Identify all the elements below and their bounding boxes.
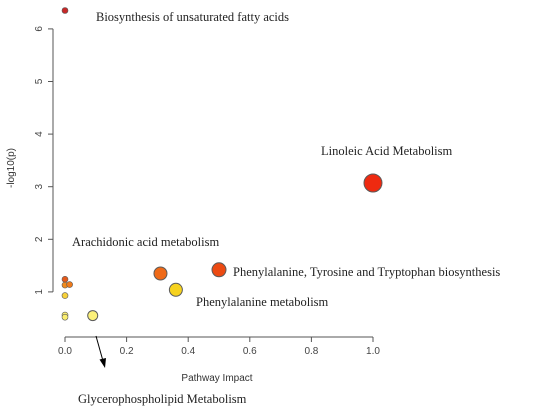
annotation-phenylalanine-metabolism: Phenylalanine metabolism bbox=[196, 295, 329, 309]
y-tick-label: 3 bbox=[34, 183, 45, 189]
y-tick-label: 2 bbox=[34, 236, 45, 242]
y-tick-label: 1 bbox=[34, 289, 45, 295]
data-point bbox=[61, 313, 69, 321]
y-tick-label: 6 bbox=[34, 26, 45, 32]
annotation-glycerophospholipid-metabolism: Glycerophospholipid Metabolism bbox=[78, 392, 247, 406]
x-tick-label: 0.4 bbox=[181, 346, 195, 357]
data-point bbox=[61, 275, 69, 283]
axes: 0.0 0.2 0.4 0.6 0.8 1.0 1 2 3 4 5 6 bbox=[34, 26, 380, 357]
data-point bbox=[168, 282, 183, 297]
annotation-phenylalanine-tyrosine-tryptophan-biosynthesis: Phenylalanine, Tyrosine and Tryptophan b… bbox=[233, 265, 500, 279]
x-tick-label: 0.6 bbox=[243, 346, 257, 357]
arrow-to-glycerophospholipid bbox=[95, 335, 106, 368]
annotation-linoleic-acid-metabolism: Linoleic Acid Metabolism bbox=[321, 144, 453, 158]
y-tick-label: 5 bbox=[34, 78, 45, 84]
annotation-biosynthesis-unsaturated-fatty-acids: Biosynthesis of unsaturated fatty acids bbox=[96, 10, 289, 24]
x-tick-label: 0.0 bbox=[58, 346, 72, 357]
y-tick-label: 4 bbox=[34, 131, 45, 137]
data-points bbox=[61, 7, 383, 322]
data-point bbox=[87, 310, 99, 322]
data-point bbox=[211, 262, 227, 278]
y-axis-title: -log10(p) bbox=[6, 148, 17, 188]
data-point bbox=[61, 7, 69, 14]
x-tick-label: 0.8 bbox=[304, 346, 318, 357]
x-tick-label: 1.0 bbox=[366, 346, 380, 357]
data-point bbox=[363, 173, 383, 193]
x-tick-label: 0.2 bbox=[120, 346, 134, 357]
x-axis-title: Pathway Impact bbox=[181, 373, 252, 384]
data-point bbox=[66, 281, 73, 288]
data-point bbox=[153, 266, 168, 281]
annotation-arachidonic-acid-metabolism: Arachidonic acid metabolism bbox=[72, 235, 219, 249]
data-point bbox=[61, 292, 69, 299]
